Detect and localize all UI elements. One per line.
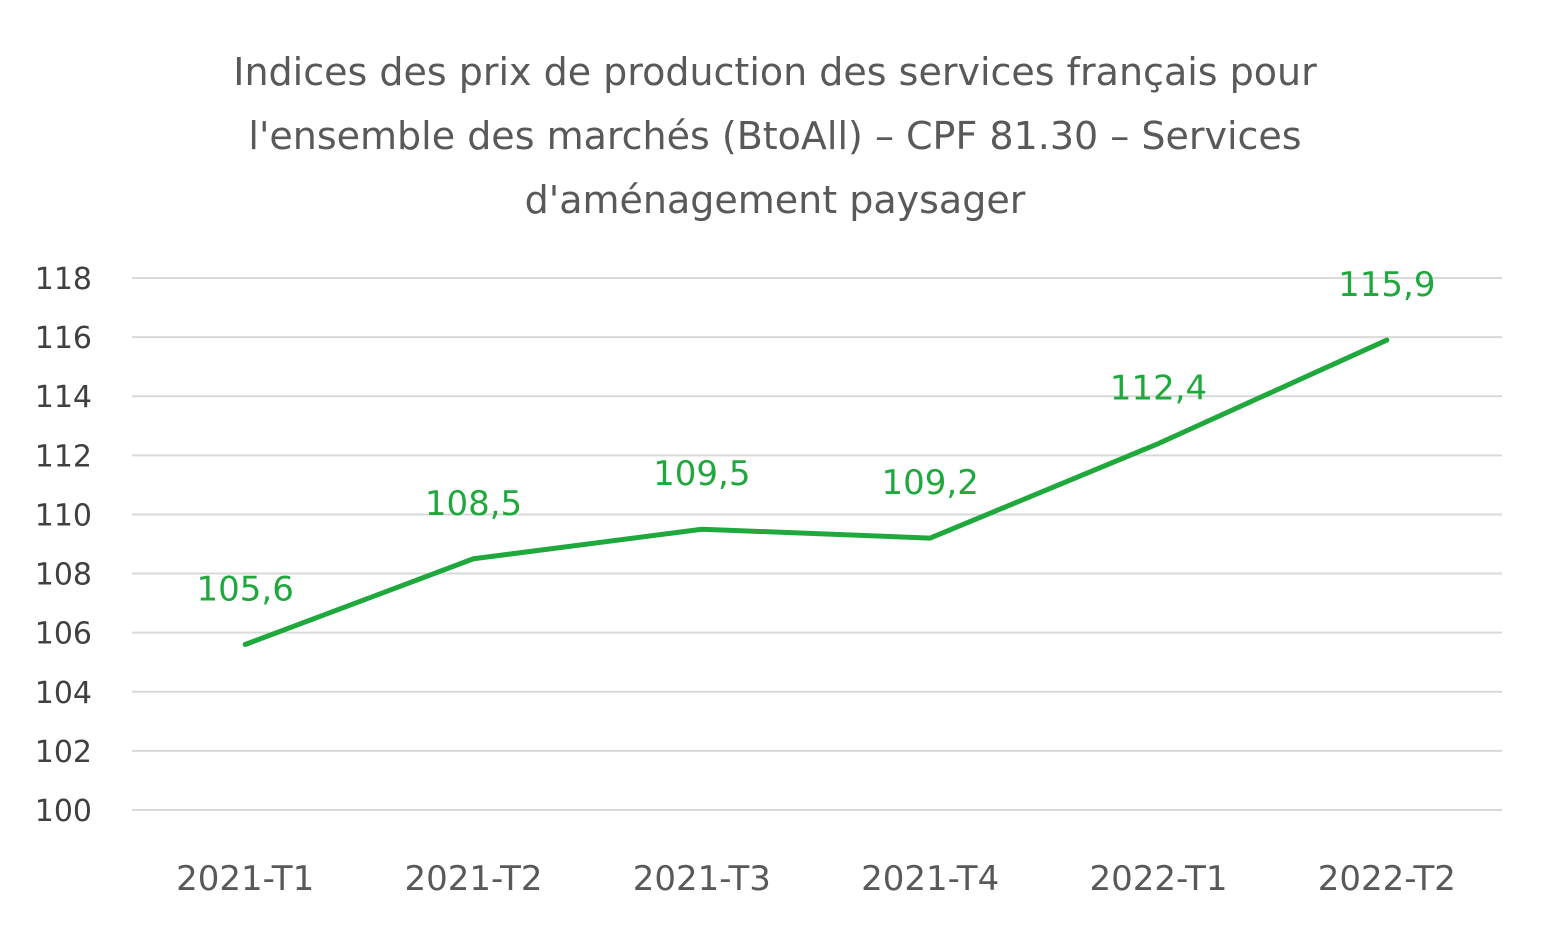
x-tick-label: 2021-T3 xyxy=(633,859,771,899)
x-tick-label: 2021-T1 xyxy=(176,859,314,899)
y-tick-label: 114 xyxy=(35,380,92,415)
y-tick-label: 110 xyxy=(35,498,92,533)
y-tick-label: 104 xyxy=(35,676,92,711)
chart-title-line-2: l'ensemble des marchés (BtoAll) – CPF 81… xyxy=(248,114,1302,158)
x-tick-label: 2022-T1 xyxy=(1089,859,1227,899)
y-tick-label: 108 xyxy=(35,558,92,593)
y-tick-label: 118 xyxy=(35,262,92,297)
data-label: 105,6 xyxy=(196,569,293,609)
y-tick-label: 106 xyxy=(35,617,92,652)
series-line xyxy=(242,337,1390,647)
chart-title: Indices des prix de production des servi… xyxy=(0,40,1550,232)
y-tick-label: 112 xyxy=(35,439,92,474)
chart-title-line-1: Indices des prix de production des servi… xyxy=(233,50,1317,94)
y-tick-label: 102 xyxy=(35,735,92,770)
data-label: 109,5 xyxy=(653,454,750,494)
x-tick-label: 2021-T2 xyxy=(404,859,542,899)
y-tick-label: 116 xyxy=(35,321,92,356)
x-tick-label: 2021-T4 xyxy=(861,859,999,899)
x-tick-label: 2022-T2 xyxy=(1318,859,1456,899)
chart-title-line-3: d'aménagement paysager xyxy=(524,178,1026,222)
data-label: 115,9 xyxy=(1338,265,1435,305)
data-label: 108,5 xyxy=(425,484,522,524)
data-label: 109,2 xyxy=(881,463,978,503)
y-tick-label: 100 xyxy=(35,794,92,829)
data-label: 112,4 xyxy=(1110,369,1207,409)
